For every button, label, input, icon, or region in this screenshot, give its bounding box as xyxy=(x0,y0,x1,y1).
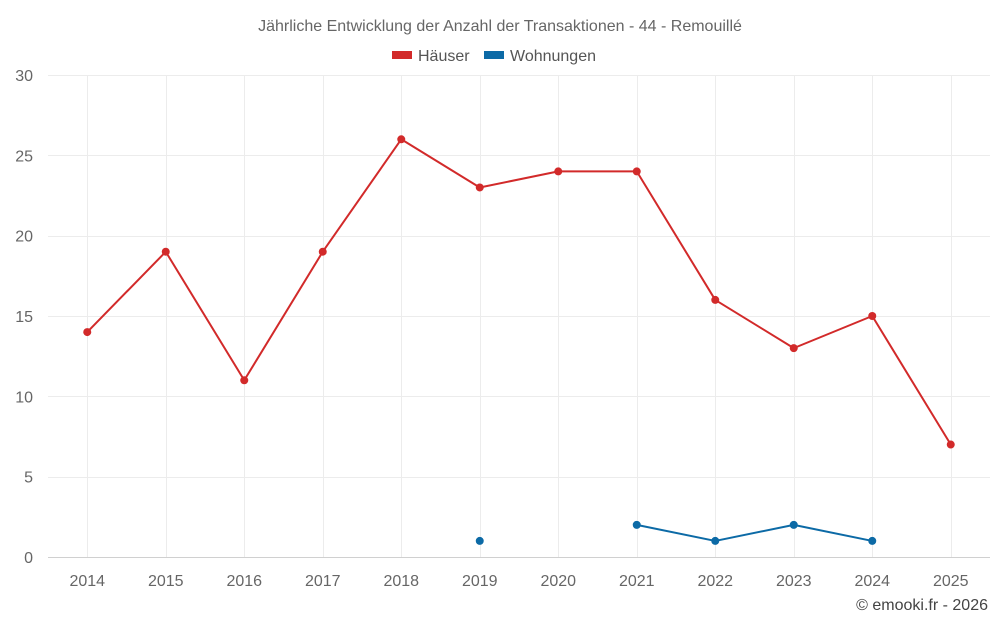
y-tick-label: 10 xyxy=(15,389,33,406)
x-tick-label: 2023 xyxy=(776,573,812,590)
data-point[interactable] xyxy=(475,536,484,545)
legend-item-wohnungen[interactable]: Wohnungen xyxy=(484,48,596,65)
x-tick-label: 2021 xyxy=(619,573,655,590)
x-tick-label: 2014 xyxy=(69,573,105,590)
data-point[interactable] xyxy=(711,295,720,304)
x-tick-label: 2019 xyxy=(462,573,498,590)
credit-text: © emooki.fr - 2026 xyxy=(856,597,988,614)
x-tick-label: 2015 xyxy=(148,573,184,590)
x-tick-label: 2017 xyxy=(305,573,341,590)
x-tick-label: 2025 xyxy=(933,573,969,590)
legend-swatch-wohnungen xyxy=(484,51,504,59)
data-point[interactable] xyxy=(161,247,170,256)
legend: Häuser Wohnungen xyxy=(392,48,596,65)
chart-title: Jährliche Entwicklung der Anzahl der Tra… xyxy=(258,18,742,35)
series-line xyxy=(636,523,873,542)
series xyxy=(83,135,955,545)
data-point[interactable] xyxy=(632,167,641,176)
legend-item-haeuser[interactable]: Häuser xyxy=(392,48,470,65)
data-point[interactable] xyxy=(868,312,877,320)
data-point[interactable] xyxy=(868,536,877,545)
grid xyxy=(48,75,990,557)
y-tick-label: 25 xyxy=(15,148,33,165)
y-tick-label: 0 xyxy=(24,550,33,567)
x-tick-label: 2024 xyxy=(854,573,890,590)
y-tick-label: 30 xyxy=(15,68,33,85)
x-tick-label: 2018 xyxy=(383,573,419,590)
data-point[interactable] xyxy=(83,328,92,337)
data-point[interactable] xyxy=(789,520,798,529)
y-tick-label: 5 xyxy=(24,470,33,487)
data-point[interactable] xyxy=(318,247,327,256)
data-point[interactable] xyxy=(632,520,641,529)
legend-label-wohnungen: Wohnungen xyxy=(510,48,596,65)
y-axis-ticks: 0 5 10 15 20 25 30 xyxy=(15,68,33,567)
data-point[interactable] xyxy=(789,344,798,353)
data-point[interactable] xyxy=(554,167,563,176)
data-point[interactable] xyxy=(711,536,720,545)
x-axis-ticks: 2014 2015 2016 2017 2018 2019 2020 2021 2022 2023… xyxy=(69,573,968,590)
series-0 xyxy=(83,135,955,449)
y-tick-label: 15 xyxy=(15,309,33,326)
y-tick-label: 20 xyxy=(15,229,33,246)
data-point[interactable] xyxy=(397,135,406,144)
series-1 xyxy=(475,520,877,545)
data-point[interactable] xyxy=(475,183,484,192)
legend-label-haeuser: Häuser xyxy=(418,48,470,65)
data-point[interactable] xyxy=(946,440,955,449)
x-tick-label: 2022 xyxy=(697,573,733,590)
x-tick-label: 2020 xyxy=(540,573,576,590)
x-tick-label: 2016 xyxy=(226,573,262,590)
series-line xyxy=(86,138,952,446)
data-point[interactable] xyxy=(240,376,249,385)
legend-swatch-haeuser xyxy=(392,51,412,59)
